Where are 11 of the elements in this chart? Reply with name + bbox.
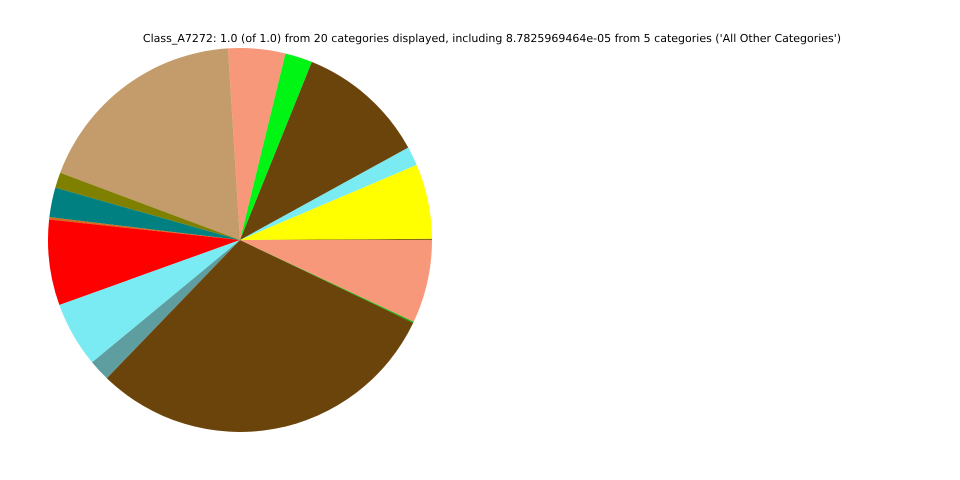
pie-slice [60,48,240,240]
pie-slice [228,48,286,240]
pie-slice [240,164,432,240]
pie-slice [48,220,240,306]
pie-slice [55,172,240,240]
pie-slice [92,240,240,378]
pie-slice [49,188,240,240]
pie-slice [59,240,240,362]
pie-slice [240,53,312,240]
pie-slice [240,148,417,240]
text: Class_A7272: 1.0 (of 1.0) from 20 categories displayed, including 8.7825969464e-05 from 5 categories ('All Other Categories') [142,32,842,45]
